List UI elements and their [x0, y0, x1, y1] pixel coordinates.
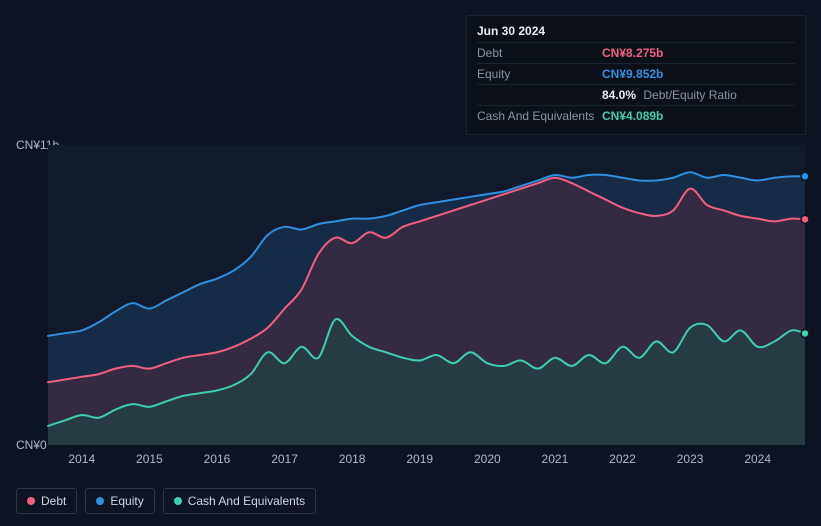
- chart-container: CN¥11bCN¥0 20142015201620172018201920202…: [16, 120, 805, 460]
- info-label: Cash And Equivalents: [477, 109, 602, 123]
- legend-item[interactable]: Equity: [85, 488, 154, 514]
- info-label: [477, 88, 602, 102]
- legend-swatch-icon: [27, 497, 35, 505]
- legend-item[interactable]: Cash And Equivalents: [163, 488, 316, 514]
- x-axis-tick: 2024: [744, 452, 771, 466]
- info-value: CN¥9.852b: [602, 67, 663, 81]
- x-axis-tick: 2017: [271, 452, 298, 466]
- info-date: Jun 30 2024: [477, 24, 795, 42]
- legend-swatch-icon: [96, 497, 104, 505]
- x-axis-tick: 2020: [474, 452, 501, 466]
- info-row: 84.0% Debt/Equity Ratio: [477, 84, 795, 105]
- info-value: CN¥8.275b: [602, 46, 663, 60]
- info-rows: DebtCN¥8.275bEquityCN¥9.852b84.0% Debt/E…: [477, 42, 795, 126]
- legend-item[interactable]: Debt: [16, 488, 77, 514]
- chart-svg: [48, 145, 805, 445]
- legend: Debt Equity Cash And Equivalents: [16, 488, 316, 514]
- info-extra: Debt/Equity Ratio: [640, 88, 737, 102]
- legend-swatch-icon: [174, 497, 182, 505]
- info-label: Debt: [477, 46, 602, 60]
- legend-label: Debt: [41, 494, 66, 508]
- x-axis-tick: 2021: [542, 452, 569, 466]
- x-axis-tick: 2016: [204, 452, 231, 466]
- x-axis: 2014 2015 2016 2017 2018 2019 2020 2021 2022 2023…: [48, 448, 805, 468]
- info-row: DebtCN¥8.275b: [477, 42, 795, 63]
- info-row: EquityCN¥9.852b: [477, 63, 795, 84]
- x-axis-tick: 2022: [609, 452, 636, 466]
- info-panel: Jun 30 2024 DebtCN¥8.275bEquityCN¥9.852b…: [466, 15, 806, 135]
- info-value: CN¥4.089b: [602, 109, 663, 123]
- x-axis-tick: 2023: [677, 452, 704, 466]
- x-axis-tick: 2014: [68, 452, 95, 466]
- x-axis-tick: 2018: [339, 452, 366, 466]
- legend-label: Cash And Equivalents: [188, 494, 305, 508]
- info-value: 84.0% Debt/Equity Ratio: [602, 88, 737, 102]
- info-row: Cash And EquivalentsCN¥4.089b: [477, 105, 795, 126]
- x-axis-tick: 2015: [136, 452, 163, 466]
- x-axis-tick: 2019: [406, 452, 433, 466]
- legend-label: Equity: [110, 494, 143, 508]
- plot-area[interactable]: [48, 145, 805, 445]
- info-label: Equity: [477, 67, 602, 81]
